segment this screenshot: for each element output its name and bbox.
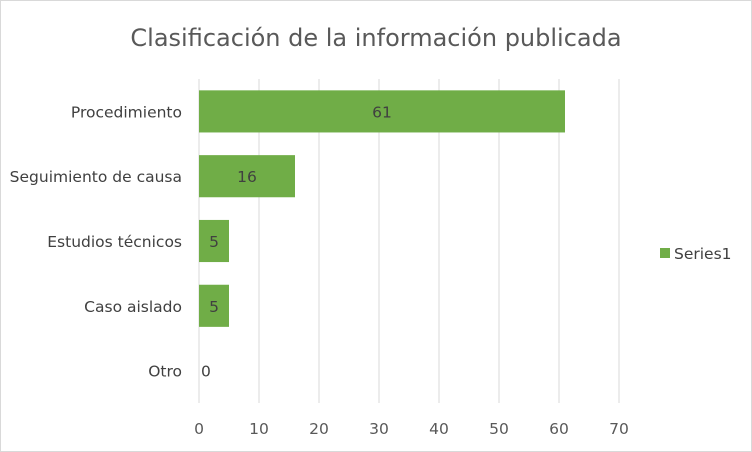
data-label: 5 (209, 298, 219, 316)
category-label: Seguimiento de causa (10, 168, 182, 186)
category-label: Estudios técnicos (47, 233, 182, 251)
x-tick-label: 0 (194, 420, 204, 438)
legend-swatch (660, 248, 670, 258)
bar-0 (199, 90, 565, 133)
data-labels: 61 16 5 5 0 (201, 103, 392, 380)
data-label: 61 (372, 103, 392, 121)
legend-label: Series1 (674, 245, 732, 263)
data-label: 5 (209, 233, 219, 251)
data-label: 0 (201, 363, 211, 381)
x-tick-label: 40 (429, 420, 449, 438)
x-tick-label: 50 (489, 420, 509, 438)
chart-title: Clasificación de la información publicad… (130, 24, 621, 52)
category-label: Procedimiento (71, 103, 182, 121)
bar-1 (199, 155, 295, 198)
x-tick-label: 60 (549, 420, 569, 438)
legend: Series1 (660, 245, 732, 263)
gridlines (198, 79, 620, 403)
x-tick-label: 30 (369, 420, 389, 438)
x-tick-label: 10 (249, 420, 269, 438)
bars (199, 90, 565, 327)
bar-2 (199, 219, 229, 263)
bar-3 (199, 284, 229, 327)
x-tick-labels: 0 10 20 30 40 50 60 70 (194, 420, 629, 438)
data-label: 16 (237, 168, 257, 186)
category-labels: Procedimiento Seguimiento de causa Estudio… (10, 103, 182, 380)
category-label: Caso aislado (84, 298, 182, 316)
x-tick-label: 70 (609, 420, 629, 438)
category-label: Otro (148, 363, 182, 381)
x-tick-label: 20 (309, 420, 329, 438)
